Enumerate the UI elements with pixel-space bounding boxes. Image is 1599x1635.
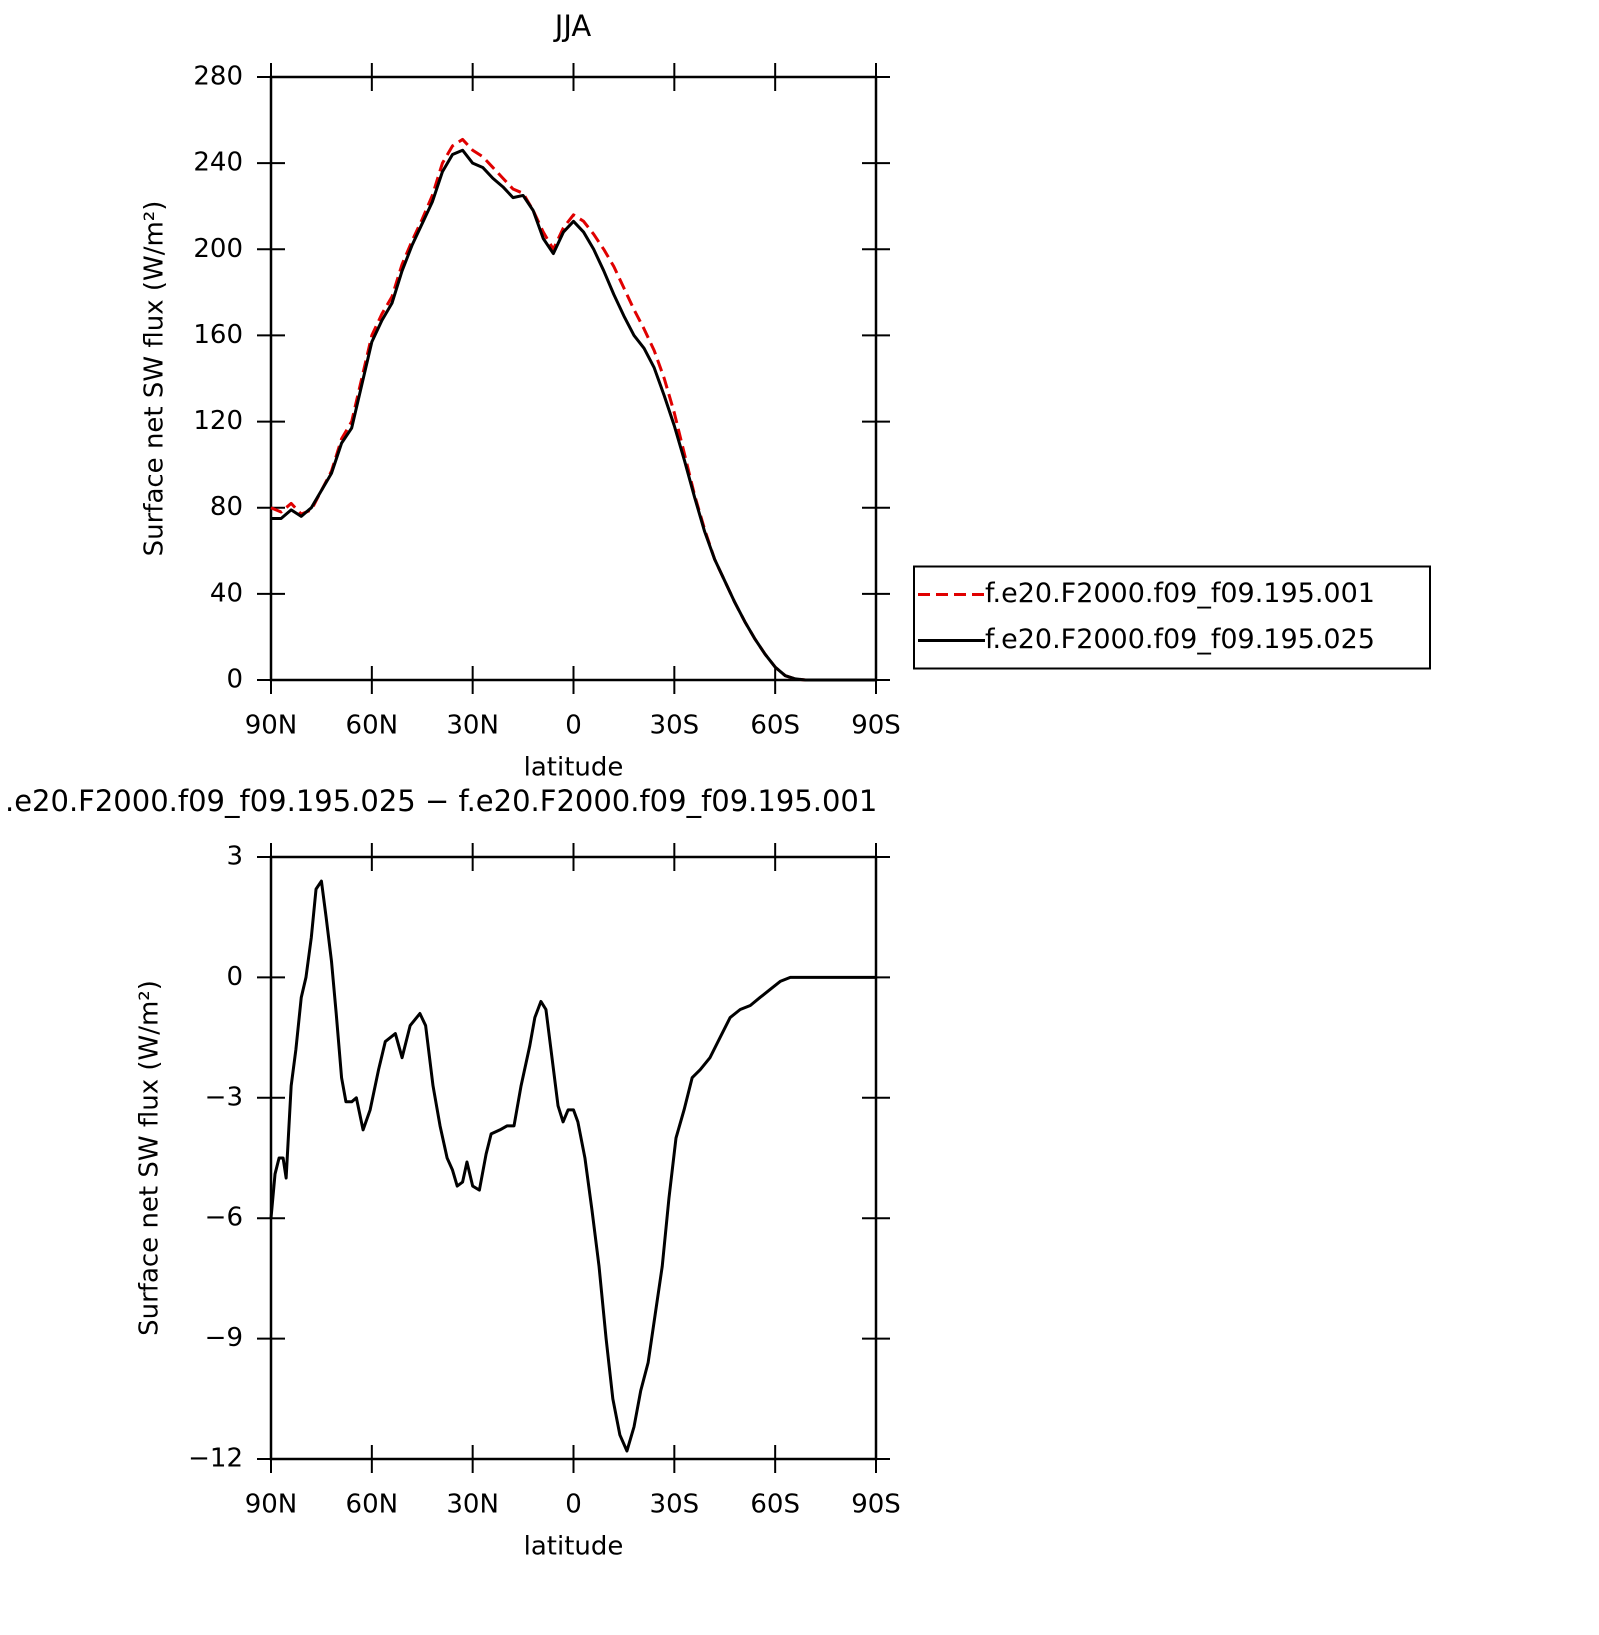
y-tick-label: −3 [205, 1082, 243, 1112]
y-tick-label: 120 [193, 406, 243, 436]
y-axis-label: Surface net SW flux (W/m²) [135, 980, 165, 1336]
y-tick-label: −6 [205, 1203, 243, 1233]
x-axis-label: latitude [524, 753, 624, 783]
y-tick-label: 0 [226, 962, 243, 992]
y-tick-label: 280 [193, 62, 243, 92]
y-tick-label: −9 [205, 1323, 243, 1353]
x-tick-label: 0 [565, 1490, 582, 1520]
plot-frame [269, 75, 878, 682]
x-tick-label: 60S [750, 711, 800, 741]
series-line [271, 148, 876, 682]
legend-label: f.e20.F2000.f09_f09.195.001 [985, 578, 1375, 609]
y-tick-label: 200 [193, 234, 243, 264]
chart-title: .e20.F2000.f09_f09.195.025 − f.e20.F2000… [5, 784, 877, 818]
legend-label: f.e20.F2000.f09_f09.195.025 [985, 624, 1375, 655]
x-tick-label: 90S [851, 1490, 901, 1520]
x-axis-label: latitude [524, 1532, 624, 1562]
series-line [269, 879, 876, 1453]
x-tick-label: 30S [650, 1490, 700, 1520]
x-tick-label: 30N [446, 1490, 499, 1520]
chart-title: JJA [553, 9, 592, 43]
x-tick-label: 30N [446, 711, 499, 741]
x-tick-label: 0 [565, 711, 582, 741]
legend-box [913, 565, 1431, 670]
x-tick-label: 60N [346, 711, 399, 741]
x-tick-label: 60N [346, 1490, 399, 1520]
y-tick-label: 40 [210, 578, 243, 608]
y-tick-label: 160 [193, 320, 243, 350]
y-tick-label: 240 [193, 148, 243, 178]
x-tick-label: 30S [650, 711, 700, 741]
y-tick-label: 0 [226, 665, 243, 695]
x-tick-label: 60S [750, 1490, 800, 1520]
plot-frame [269, 855, 878, 1461]
x-tick-label: 90N [245, 711, 298, 741]
y-tick-label: 3 [226, 842, 243, 872]
y-tick-label: −12 [188, 1444, 243, 1474]
y-axis-label: Surface net SW flux (W/m²) [140, 201, 170, 557]
y-tick-label: 80 [210, 492, 243, 522]
x-tick-label: 90N [245, 1490, 298, 1520]
x-tick-label: 90S [851, 711, 901, 741]
